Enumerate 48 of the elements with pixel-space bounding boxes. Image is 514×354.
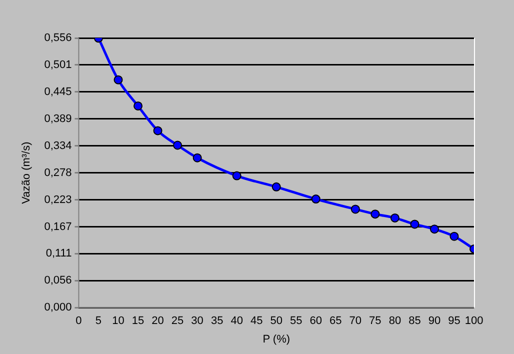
x-tick-label: 55 bbox=[290, 315, 302, 328]
x-tick-label: 20 bbox=[152, 315, 164, 328]
y-tick-label: 0,334 bbox=[44, 140, 72, 152]
point bbox=[450, 232, 459, 241]
point bbox=[272, 182, 281, 192]
x-tick-label: 40 bbox=[230, 315, 243, 328]
x-tick-label: 45 bbox=[250, 315, 263, 328]
x-tick-label: 60 bbox=[310, 315, 322, 328]
y-tick-label: 0,000 bbox=[44, 302, 72, 314]
point bbox=[173, 140, 182, 150]
point bbox=[192, 153, 202, 162]
point bbox=[410, 220, 420, 229]
point bbox=[350, 204, 360, 214]
x-tick-label: 100 bbox=[464, 315, 484, 328]
y-tick-label: 0,223 bbox=[44, 194, 72, 206]
x-axis-title: P (%) bbox=[262, 333, 290, 346]
x-tick-label: 95 bbox=[448, 315, 460, 328]
point bbox=[390, 213, 400, 222]
point bbox=[311, 194, 320, 204]
x-tick-label: 0 bbox=[76, 315, 82, 328]
point bbox=[114, 75, 123, 84]
point bbox=[232, 171, 242, 180]
y-tick-label: 0,556 bbox=[44, 32, 72, 44]
point bbox=[153, 126, 162, 136]
y-tick-label: 0,278 bbox=[44, 166, 72, 179]
x-tick-label: 5 bbox=[95, 315, 102, 328]
y-tick-label: 0,111 bbox=[46, 248, 72, 260]
x-tick-label: 30 bbox=[191, 315, 204, 328]
x-tick-label: 65 bbox=[330, 315, 342, 328]
y-tick-label: 0,167 bbox=[44, 220, 72, 233]
x-tick-label: 90 bbox=[428, 315, 441, 328]
y-tick-label: 0,445 bbox=[44, 86, 72, 98]
x-tick-label: 80 bbox=[388, 315, 402, 328]
y-tick-label: 0,056 bbox=[44, 274, 72, 287]
x-tick-label: 85 bbox=[408, 315, 421, 328]
point bbox=[134, 101, 143, 110]
x-tick-label: 50 bbox=[270, 315, 282, 328]
x-tick-label: 70 bbox=[349, 315, 362, 328]
point bbox=[370, 210, 380, 219]
x-tick-label: 10 bbox=[112, 315, 124, 328]
y-tick-label: 0,501 bbox=[44, 58, 72, 71]
y-tick-label: 0,389 bbox=[44, 112, 72, 125]
y-axis-title: Vazão (m³/s) bbox=[20, 142, 33, 204]
x-tick-label: 15 bbox=[132, 315, 144, 328]
x-tick-label: 75 bbox=[369, 315, 382, 328]
point bbox=[430, 224, 439, 234]
x-tick-label: 35 bbox=[210, 315, 224, 328]
x-tick-label: 25 bbox=[171, 315, 184, 328]
